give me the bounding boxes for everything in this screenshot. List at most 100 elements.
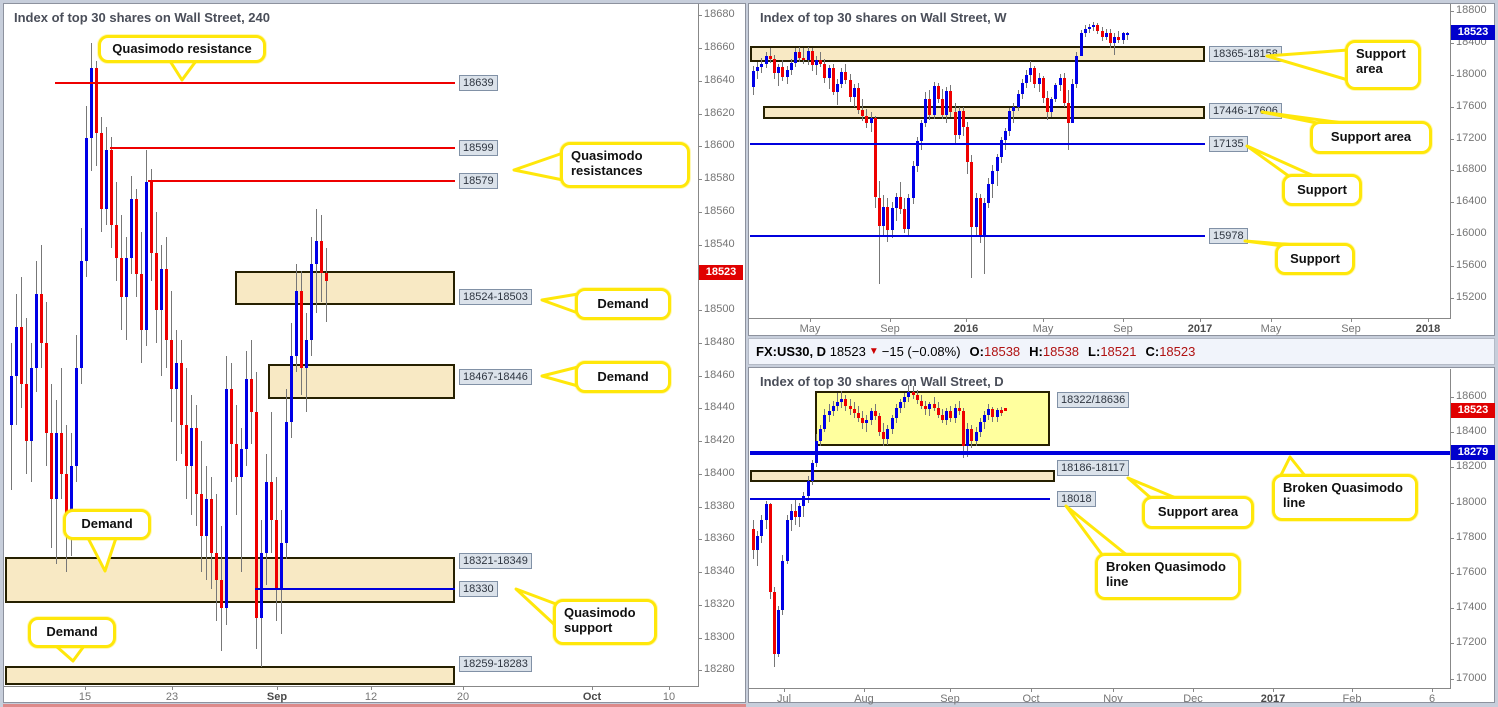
price-tick-label[interactable]: 16000 [1456,227,1487,240]
price-tick-label[interactable]: 18660 [704,41,735,54]
price-tick-label[interactable]: 18500 [704,303,735,316]
price-tick-label[interactable]: 18460 [704,368,735,381]
annotation-callout[interactable]: Support area [1310,121,1432,154]
time-tick-label[interactable]: 12 [364,691,378,703]
time-tick-label[interactable]: 2017 [1260,693,1286,705]
price-tick-label[interactable]: 18640 [704,73,735,86]
price-tick-label[interactable]: 18600 [1456,389,1487,402]
zone-box[interactable] [815,390,1050,446]
price-tick-label[interactable]: 18340 [704,565,735,578]
price-tick-label[interactable]: 18200 [1456,460,1487,473]
time-tick-label[interactable]: Sep [880,323,900,335]
price-tick-label[interactable]: 18480 [704,335,735,348]
price-tick-label[interactable]: 17200 [1456,131,1487,144]
price-tick-label[interactable]: 18360 [704,532,735,545]
symbol-name[interactable]: FX:US30, D [756,344,827,359]
price-tick-label[interactable]: 18620 [704,106,735,119]
level-line[interactable] [750,234,1205,237]
price-tick-label[interactable]: 18540 [704,237,735,250]
time-tick-label[interactable]: 6 [1428,693,1436,705]
price-tick-label[interactable]: 17000 [1456,671,1487,684]
time-tick-label[interactable]: Dec [1183,693,1203,705]
annotation-callout[interactable]: Broken Quasimodo line [1095,553,1241,600]
price-tick-label[interactable]: 17800 [1456,530,1487,543]
price-tick-label[interactable]: 18320 [704,597,735,610]
time-tick-label[interactable]: 2017 [1187,323,1213,335]
time-tick-label[interactable]: 15 [78,691,92,703]
annotation-callout[interactable]: Demand [575,288,671,320]
price-tick-label[interactable]: 18400 [704,466,735,479]
price-chart-surface[interactable] [749,369,1450,688]
time-tick-label[interactable]: 10 [662,691,676,703]
price-tick-label[interactable]: 18580 [704,172,735,185]
annotation-callout[interactable]: Quasimodo resistance [98,35,266,63]
time-tick-label[interactable]: Oct [1022,693,1040,705]
zone-box[interactable] [750,45,1205,63]
time-tick-label[interactable]: Feb [1342,693,1362,705]
time-tick-label[interactable]: Sep [1113,323,1133,335]
zone-box[interactable] [235,270,455,306]
candle-body [983,203,986,237]
price-tick-label[interactable]: 15200 [1456,290,1487,303]
annotation-callout[interactable]: Support [1275,243,1355,275]
zone-box[interactable] [763,106,1205,119]
candle-body [794,51,797,63]
annotation-callout[interactable]: Broken Quasimodo line [1272,474,1418,521]
price-tick-label[interactable]: 18560 [704,204,735,217]
time-tick-label[interactable]: Sep [1341,323,1361,335]
time-tick-label[interactable]: 23 [165,691,179,703]
price-tick-label[interactable]: 18800 [1456,4,1487,16]
time-tick-label[interactable]: 2018 [1415,323,1441,335]
level-line[interactable] [255,587,455,590]
price-chart-surface[interactable] [4,4,698,686]
annotation-callout[interactable]: Support [1282,174,1362,206]
time-tick-label[interactable]: Sep [940,693,960,705]
price-tick-label[interactable]: 18000 [1456,67,1487,80]
zone-box[interactable] [750,469,1055,482]
price-tick-label[interactable]: 16800 [1456,163,1487,176]
level-line[interactable] [110,147,455,150]
price-tick-label[interactable]: 17600 [1456,99,1487,112]
level-line[interactable] [750,142,1205,145]
candle-body [794,511,797,517]
price-tick-label[interactable]: 18400 [1456,425,1487,438]
price-tick-label[interactable]: 18380 [704,499,735,512]
price-tick-label[interactable]: 17200 [1456,636,1487,649]
time-tick-label[interactable]: Jul [776,693,792,705]
time-tick-label[interactable]: 20 [456,691,470,703]
time-tick-label[interactable]: May [1032,323,1054,335]
time-tick-label[interactable]: Sep [266,691,288,703]
price-tick-label[interactable]: 16400 [1456,195,1487,208]
level-line[interactable] [148,179,455,182]
price-tick-label[interactable]: 18420 [704,434,735,447]
price-tick-label[interactable]: 15600 [1456,259,1487,272]
annotation-callout[interactable]: Quasimodo resistances [560,142,690,188]
time-tick-label[interactable]: Nov [1103,693,1123,705]
annotation-callout[interactable]: Demand [63,509,151,540]
price-tick-label[interactable]: 17400 [1456,601,1487,614]
annotation-callout[interactable]: Demand [575,361,671,393]
price-tick-label[interactable]: 18440 [704,401,735,414]
price-tick-label[interactable]: 18680 [704,8,735,21]
time-tick-label[interactable]: May [1260,323,1282,335]
price-tick-label[interactable]: 17600 [1456,565,1487,578]
level-line[interactable] [55,81,455,84]
level-line[interactable] [750,451,1450,456]
time-tick-label[interactable]: 2016 [953,323,979,335]
annotation-callout[interactable]: Quasimodo support [553,599,657,645]
candle-body [35,293,38,368]
time-tick-label[interactable]: Aug [854,693,874,705]
zone-box[interactable] [5,665,455,685]
annotation-callout[interactable]: Support area [1142,496,1254,529]
time-tick-label[interactable]: Oct [582,691,602,703]
annotation-callout[interactable]: Support area [1345,40,1421,90]
annotation-callout[interactable]: Demand [28,617,116,648]
zone-box[interactable] [268,364,455,399]
level-line[interactable] [750,498,1050,501]
price-tick-label[interactable]: 18600 [704,139,735,152]
price-tick-label[interactable]: 18300 [704,630,735,643]
price-tick-label[interactable]: 18280 [704,663,735,676]
price-tick-label[interactable]: 18000 [1456,495,1487,508]
zone-box[interactable] [5,557,455,604]
time-tick-label[interactable]: May [799,323,821,335]
